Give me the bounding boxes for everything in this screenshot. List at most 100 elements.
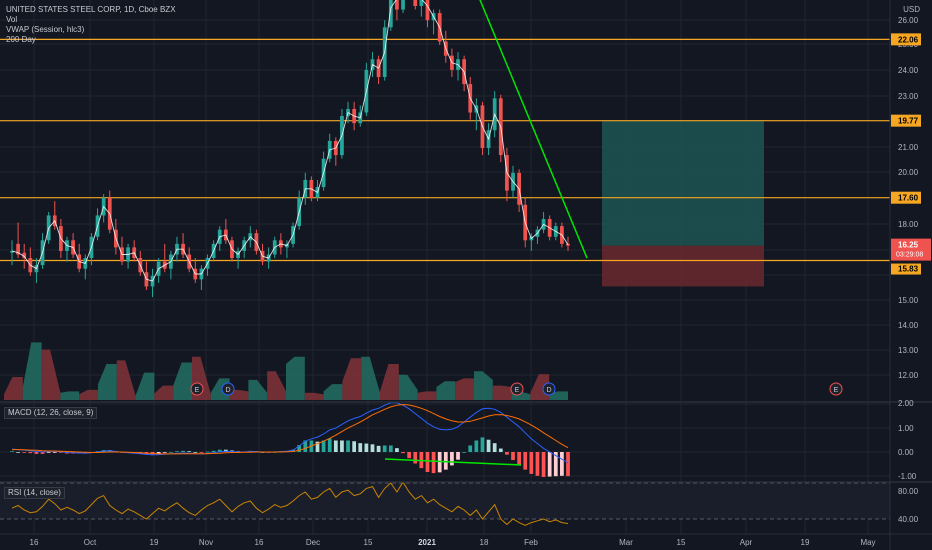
macd-histogram-bar-8 xyxy=(59,452,63,453)
legend-macd[interactable]: MACD (12, 26, close, 9) xyxy=(4,407,98,419)
time-tick-label-13: 19 xyxy=(801,538,810,547)
macd-histogram-bar-62 xyxy=(388,445,393,452)
volume-area-22 xyxy=(417,391,437,400)
time-tick-label-3: Nov xyxy=(199,538,213,547)
time-tick-label-14: May xyxy=(860,538,875,547)
volume-area-9 xyxy=(173,362,192,400)
volume-area-14 xyxy=(267,371,286,400)
last-price-label: 16.25 xyxy=(898,241,919,250)
macd-histogram-bar-7 xyxy=(52,452,57,453)
legend-rsi[interactable]: RSI (14, close) xyxy=(4,487,65,499)
event-marker-3 xyxy=(542,382,556,396)
macd-histogram-bar-84 xyxy=(523,452,528,470)
time-tick-label-2: 19 xyxy=(150,538,159,547)
time-tick-label-4: 16 xyxy=(255,538,264,547)
time-tick-label-0: 16 xyxy=(30,538,39,547)
volume-area-24 xyxy=(455,378,474,400)
time-axis[interactable]: 16 Oct 19 Nov 16 Dec 15 2021 18 Feb Mar 15 Apr 19 May xyxy=(30,538,876,547)
price-tick-label-12: 12.00 xyxy=(898,371,919,380)
macd-histogram-bar-78 xyxy=(486,439,491,452)
macd-histogram-bar-74 xyxy=(462,452,467,453)
macd-histogram-bar-72 xyxy=(450,452,454,466)
target-zone xyxy=(602,120,764,246)
legend-200-day[interactable]: 200 Day xyxy=(6,35,36,44)
macd-tick-label-3: -1.00 xyxy=(898,472,917,481)
macd-histogram-bar-71 xyxy=(443,452,448,470)
legend-vwap[interactable]: VWAP (Session, hlc3) xyxy=(6,25,85,34)
macd-histogram-bar-3 xyxy=(28,452,33,454)
long-position-tool[interactable] xyxy=(602,120,764,287)
rsi-band xyxy=(0,483,890,519)
volume-area-13 xyxy=(248,379,268,400)
macd-histogram-bar-79 xyxy=(492,443,497,452)
legend-volume[interactable]: Vol xyxy=(6,15,18,24)
macd-histogram-bar-26 xyxy=(168,452,173,453)
price-label-15-box xyxy=(891,263,921,275)
macd-histogram-bar-33 xyxy=(211,450,216,452)
price-label-19: 19.77 xyxy=(898,117,919,126)
macd-histogram-bar-27 xyxy=(175,451,179,453)
volume-area-19 xyxy=(361,356,380,400)
price-tick-label-7: 18.00 xyxy=(898,220,919,229)
volume-area-17 xyxy=(323,384,343,400)
macd-histogram-bar-1 xyxy=(16,452,20,453)
macd-histogram-bar-52 xyxy=(327,438,332,452)
last-price-box xyxy=(891,238,931,261)
price-tick-label-11: 13.00 xyxy=(898,346,919,355)
volume-area-29 xyxy=(549,391,568,400)
macd-histogram-bar-54 xyxy=(340,440,344,452)
price-tick-label-10: 14.00 xyxy=(898,321,919,330)
macd-histogram-bar-34 xyxy=(217,449,222,452)
countdown-label: 03:29:08 xyxy=(896,252,923,259)
volume-area-0 xyxy=(4,376,23,400)
macd-histogram-bar-63 xyxy=(395,448,399,452)
time-tick-label-1: Oct xyxy=(84,538,97,547)
macd-histogram-bar-59 xyxy=(370,444,375,452)
candle-body-2 xyxy=(22,252,27,259)
macd-line xyxy=(11,402,569,464)
macd-histogram-bar-82 xyxy=(511,452,515,461)
volume-area-18 xyxy=(342,358,362,400)
macd-histogram-bar-32 xyxy=(205,451,210,453)
horizontal-levels[interactable] xyxy=(0,38,890,262)
macd-histogram-bar-68 xyxy=(425,452,430,472)
macd-histogram-bar-87 xyxy=(541,452,546,477)
legend-title: UNITED STATES STEEL CORP, 1D, Cboe BZX xyxy=(6,5,176,14)
volume-area-8 xyxy=(154,385,174,400)
price-axis[interactable]: 26.0025.0024.0023.0021.0020.0019.0018.00… xyxy=(891,16,931,524)
volume-area-26 xyxy=(492,385,512,400)
rsi-line xyxy=(11,481,569,526)
price-label-17-box xyxy=(891,191,921,204)
candle-body-63 xyxy=(395,0,399,10)
macd-histogram-bar-53 xyxy=(333,440,338,452)
volume-area-2 xyxy=(41,349,61,400)
price-tick-label-4: 21.00 xyxy=(898,143,919,152)
time-tick-label-11: 15 xyxy=(677,538,686,547)
macd-histogram-bar-85 xyxy=(529,452,534,474)
volume-area-6 xyxy=(116,360,136,400)
macd-histogram-bar-65 xyxy=(407,452,412,459)
macd-histogram-bar-89 xyxy=(553,452,558,477)
macd-histogram-bar-56 xyxy=(352,441,357,452)
macd-histogram-bar-69 xyxy=(431,452,436,474)
price-label-22: 22.06 xyxy=(898,35,919,44)
price-tick-label-0: 26.00 xyxy=(898,16,919,25)
price-tick-label-3: 23.00 xyxy=(898,92,919,101)
candle-body-62 xyxy=(388,0,393,28)
price-tick-label-2: 24.00 xyxy=(898,66,919,75)
trendline-path xyxy=(479,0,588,259)
macd-histogram-bar-31 xyxy=(199,452,204,453)
macd-histogram-bar-88 xyxy=(547,452,552,477)
macd-histogram-bar-64 xyxy=(401,452,405,454)
price-label-19-box xyxy=(891,114,921,127)
macd-histogram-bar-29 xyxy=(187,451,192,453)
volume-area-21 xyxy=(398,374,418,400)
macd-histogram-bar-6 xyxy=(46,452,51,453)
volume-area-12 xyxy=(229,389,249,400)
macd-histogram-bar-91 xyxy=(566,452,570,477)
volume-areas xyxy=(4,342,568,400)
trendline[interactable] xyxy=(459,0,588,259)
